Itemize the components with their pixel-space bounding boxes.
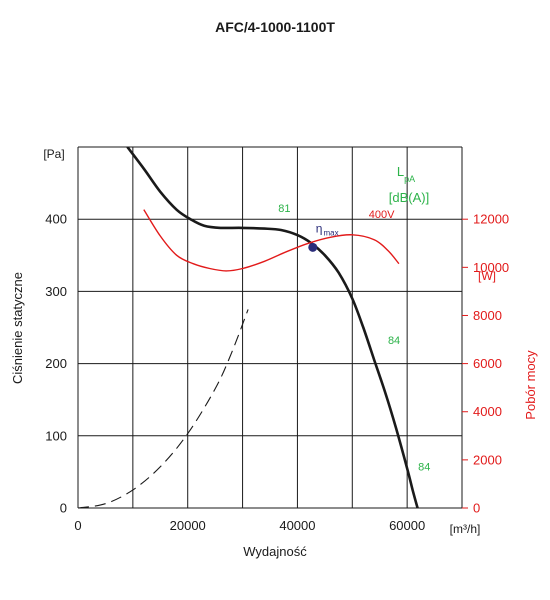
y2-tick-label: 4000 [473, 404, 502, 419]
annotation-label: 84 [418, 461, 430, 473]
y2-tick-label: 0 [473, 501, 480, 516]
y2-tick-label: 6000 [473, 356, 502, 371]
series-line-pressure [126, 147, 419, 508]
y2-tick-label: 8000 [473, 308, 502, 323]
eta-max-point [308, 242, 318, 252]
y-tick-label: 300 [45, 284, 67, 299]
y2-tick-label: 12000 [473, 212, 509, 227]
annotation-label: 84 [388, 335, 400, 347]
series-line-system [78, 309, 249, 508]
grid [78, 146, 463, 509]
y-tick-label: 100 [45, 428, 67, 443]
y2-axis-unit: [W] [478, 269, 496, 283]
x-tick-label: 60000 [389, 518, 425, 533]
y-tick-label: 200 [45, 356, 67, 371]
x-tick-label: 20000 [170, 518, 206, 533]
y-axis-unit: [Pa] [43, 147, 64, 161]
x-tick-label: 40000 [279, 518, 315, 533]
annotation-label: 81 [278, 203, 290, 215]
x-tick-label: 0 [74, 518, 81, 533]
axes: 0 20000 40000 60000010020030040002000400060… [10, 147, 538, 559]
annotation-label: 400V [369, 209, 395, 221]
series-layer [78, 147, 419, 508]
series-line-power [143, 209, 400, 272]
labels-layer: ηmax 81 84 84 400V LpA [dB(A)] [278, 164, 430, 473]
noise-level-label: LpA [397, 164, 415, 184]
y-tick-label: 400 [45, 212, 67, 227]
y2-axis-label: Pobór mocy [523, 350, 538, 420]
chart-title: AFC/4-1000-1100T [215, 19, 335, 35]
y2-tick-label: 2000 [473, 452, 502, 467]
eta-max-label: ηmax [316, 221, 339, 237]
y2-tick-label: 10000 [473, 260, 509, 275]
x-axis-unit: [m³/h] [450, 522, 481, 536]
y-axis-label: Ciśnienie statyczne [10, 272, 25, 384]
y-tick-label: 0 [60, 501, 67, 516]
noise-unit-label: [dB(A)] [389, 190, 429, 205]
x-axis-label: Wydajność [243, 544, 307, 559]
